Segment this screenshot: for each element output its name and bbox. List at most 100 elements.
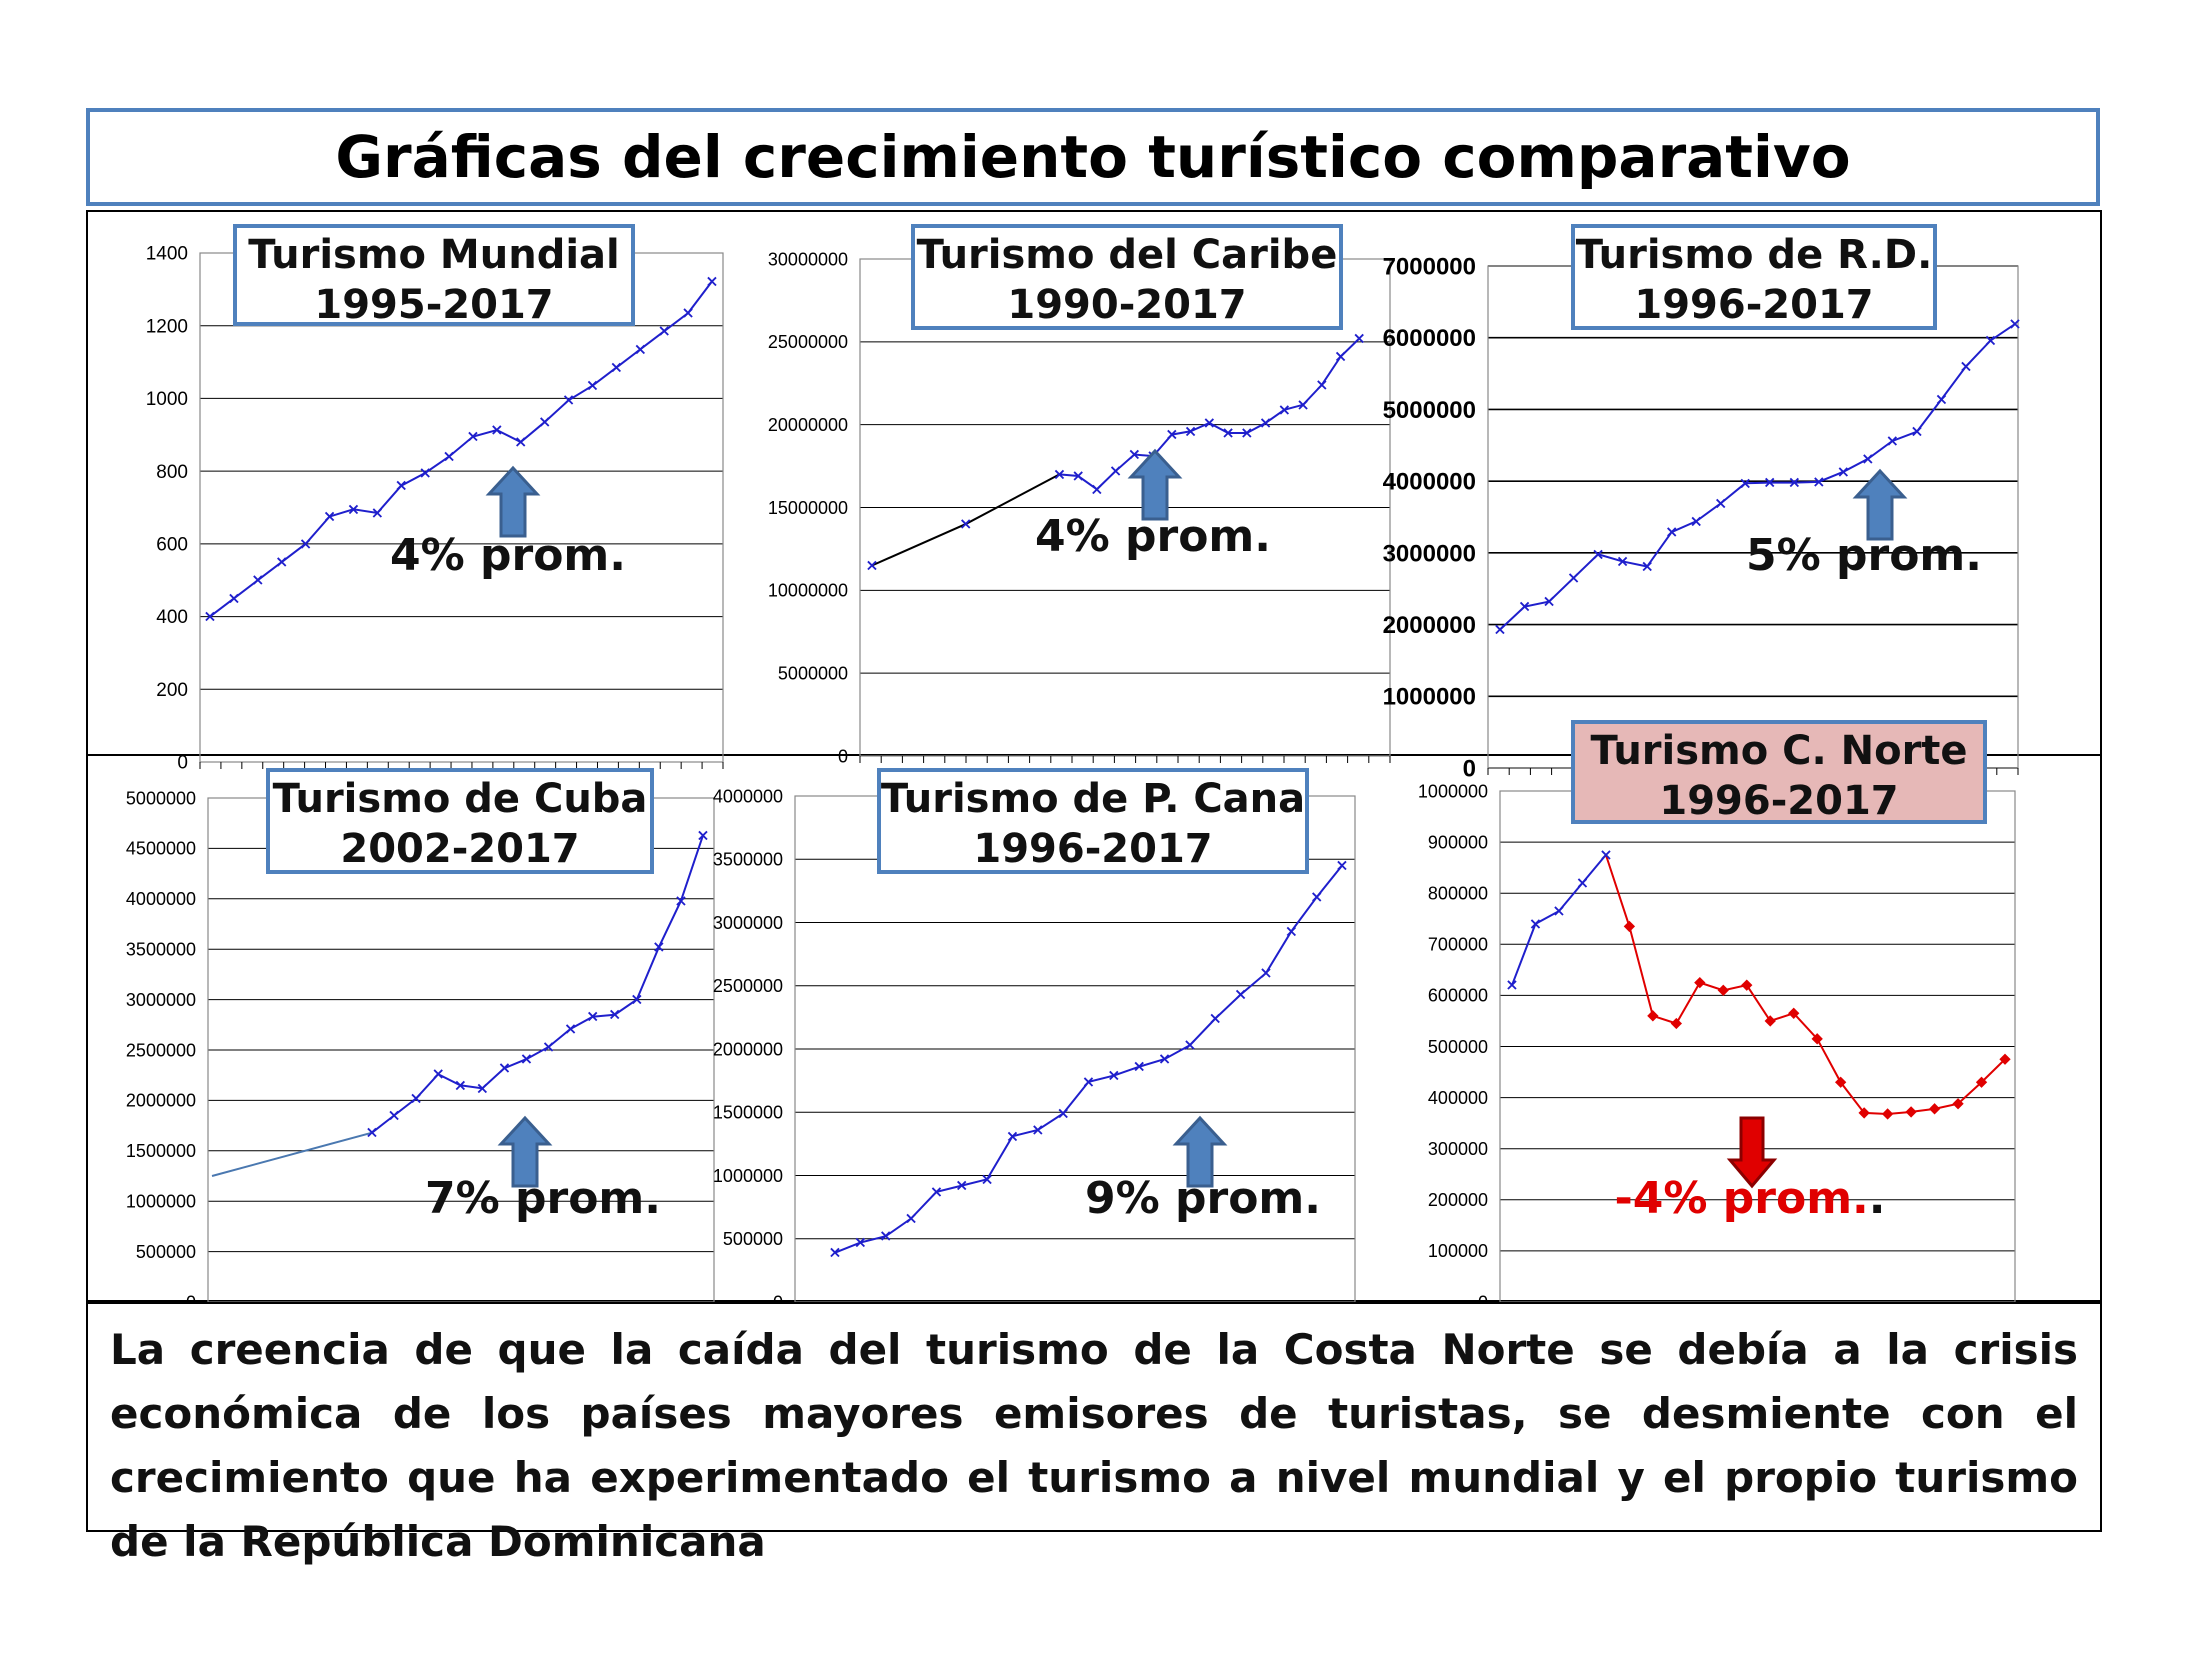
data-point: × bbox=[1739, 473, 1752, 492]
data-point: × bbox=[705, 271, 718, 290]
chart-years: 2002-2017 bbox=[340, 826, 579, 872]
arrow-up-icon bbox=[497, 1115, 553, 1188]
data-point: × bbox=[1334, 347, 1347, 366]
data-point: × bbox=[498, 1058, 511, 1077]
data-point: × bbox=[1567, 568, 1580, 587]
data-point: × bbox=[1158, 1049, 1171, 1068]
arrow-up-icon bbox=[1172, 1115, 1228, 1188]
data-point: × bbox=[1493, 620, 1506, 639]
arrow-up-icon bbox=[1127, 448, 1183, 521]
data-point: × bbox=[1529, 914, 1542, 933]
y-tick-label: 0 bbox=[838, 746, 848, 766]
data-point: × bbox=[251, 570, 264, 589]
y-tick-label: 2500000 bbox=[713, 976, 783, 996]
y-tick-label: 5000000 bbox=[778, 663, 848, 683]
chart-years: 1995-2017 bbox=[314, 282, 553, 328]
y-tick-label: 2500000 bbox=[126, 1040, 196, 1060]
data-point: × bbox=[980, 1169, 993, 1188]
chart-label-box bbox=[1571, 720, 1987, 824]
data-point: × bbox=[1203, 413, 1216, 432]
data-point: × bbox=[1184, 421, 1197, 440]
y-tick-label: 6000000 bbox=[1383, 325, 1476, 352]
y-tick-label: 0 bbox=[1463, 755, 1476, 782]
data-point: × bbox=[1209, 1009, 1222, 1028]
data-point: × bbox=[586, 376, 599, 395]
chart-1: 0 200 400 600 800 1000 1200 1400 × × × × × × × × × × × × × × ×… bbox=[146, 224, 724, 774]
data-point: × bbox=[1259, 963, 1272, 982]
data-point: × bbox=[828, 1243, 841, 1262]
data-point: × bbox=[520, 1049, 533, 1068]
y-tick-label: 700000 bbox=[1428, 935, 1488, 955]
y-tick-label: 800000 bbox=[1428, 884, 1488, 904]
y-tick-label: 1500000 bbox=[126, 1141, 196, 1161]
data-point: × bbox=[562, 390, 575, 409]
charts-frame bbox=[86, 210, 2102, 1302]
y-tick-label: 10000000 bbox=[768, 581, 848, 601]
chart-title: Turismo de R.D. bbox=[1576, 232, 1933, 278]
data-point: × bbox=[904, 1209, 917, 1228]
y-tick-label: 3000000 bbox=[126, 990, 196, 1010]
data-point: × bbox=[1935, 389, 1948, 408]
data-point: × bbox=[275, 552, 288, 571]
arrow-up-icon bbox=[485, 465, 541, 538]
data-point bbox=[1647, 1010, 1659, 1022]
data-point: × bbox=[1640, 556, 1653, 575]
data-point bbox=[1811, 1033, 1823, 1045]
y-tick-label: 4500000 bbox=[126, 839, 196, 859]
data-point: × bbox=[454, 1075, 467, 1094]
chart-label-box bbox=[911, 224, 1343, 330]
charts-row-divider bbox=[86, 754, 2102, 756]
data-point: × bbox=[1315, 375, 1328, 394]
data-point: × bbox=[674, 891, 687, 910]
growth-label: 4% prom. bbox=[390, 530, 626, 581]
data-point: × bbox=[1221, 423, 1234, 442]
data-point: × bbox=[409, 1088, 422, 1107]
y-tick-label: 600000 bbox=[1428, 986, 1488, 1006]
data-point: × bbox=[930, 1182, 943, 1201]
series-line bbox=[371, 834, 704, 1134]
y-tick-label: 4000000 bbox=[126, 889, 196, 909]
y-tick-label: 30000000 bbox=[768, 249, 848, 269]
data-point: × bbox=[514, 432, 527, 451]
data-point: × bbox=[1296, 395, 1309, 414]
data-point: × bbox=[1234, 985, 1247, 1004]
data-point: × bbox=[657, 321, 670, 340]
data-point: × bbox=[854, 1233, 867, 1252]
y-tick-label: 400 bbox=[156, 607, 188, 628]
data-point: × bbox=[1259, 413, 1272, 432]
chart-label-box bbox=[266, 768, 654, 874]
data-point: × bbox=[564, 1019, 577, 1038]
growth-label: 7% prom. bbox=[425, 1173, 661, 1224]
plot-area bbox=[199, 252, 724, 763]
data-point: × bbox=[1505, 975, 1518, 994]
data-point: × bbox=[1183, 1035, 1196, 1054]
y-tick-label: 600 bbox=[156, 535, 188, 556]
data-point: × bbox=[1278, 400, 1291, 419]
data-point: × bbox=[347, 499, 360, 518]
data-point: × bbox=[630, 990, 643, 1009]
chart-label-box bbox=[1571, 224, 1937, 330]
data-point: × bbox=[1132, 1057, 1145, 1076]
y-tick-label: 1000000 bbox=[713, 1166, 783, 1186]
chart-years: 1996-2017 bbox=[1634, 282, 1873, 328]
chart-years: 1990-2017 bbox=[1007, 282, 1246, 328]
data-point: × bbox=[1542, 592, 1555, 611]
data-point: × bbox=[610, 358, 623, 377]
y-tick-label: 3500000 bbox=[126, 940, 196, 960]
data-point: × bbox=[696, 825, 709, 844]
y-tick-label: 20000000 bbox=[768, 415, 848, 435]
data-point: × bbox=[538, 412, 551, 431]
data-point: × bbox=[959, 514, 972, 533]
y-tick-label: 1500000 bbox=[713, 1103, 783, 1123]
data-point: × bbox=[1109, 461, 1122, 480]
y-tick-label: 4000000 bbox=[713, 786, 783, 806]
data-point: × bbox=[1128, 444, 1141, 463]
growth-label-suffix: . bbox=[1869, 1173, 1886, 1224]
chart-title: Turismo Mundial bbox=[248, 232, 620, 278]
y-tick-label: 200000 bbox=[1428, 1190, 1488, 1210]
chart-3: 0 1000000 2000000 3000000 4000000 5000000 6000… bbox=[1383, 224, 2022, 782]
series-line-early bbox=[871, 473, 1060, 567]
data-point: × bbox=[1240, 423, 1253, 442]
data-point: × bbox=[431, 1064, 444, 1083]
